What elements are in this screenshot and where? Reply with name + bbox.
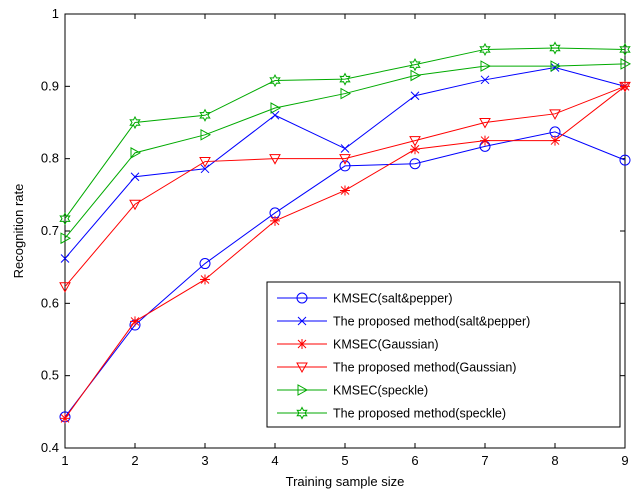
x-tick-label: 1	[61, 453, 68, 468]
y-tick-label: 0.7	[41, 223, 59, 238]
legend-label: The proposed method(salt&pepper)	[333, 315, 530, 329]
legend-entry: The proposed method(Gaussian)	[277, 361, 516, 375]
data-point	[130, 316, 140, 327]
legend-entry: KMSEC(salt&pepper)	[277, 292, 453, 306]
series-3	[60, 81, 630, 424]
data-point	[480, 75, 490, 85]
series-6	[59, 41, 631, 226]
data-point	[340, 144, 350, 153]
y-tick-label: 0.8	[41, 151, 59, 166]
data-point	[479, 118, 491, 129]
data-point	[60, 232, 72, 245]
legend-entry: KMSEC(speckle)	[277, 384, 428, 398]
data-point	[409, 136, 421, 147]
data-point	[550, 135, 560, 146]
legend-label: KMSEC(Gaussian)	[333, 338, 439, 352]
data-point	[549, 109, 561, 120]
legend-marker	[296, 292, 308, 304]
data-point	[199, 258, 211, 270]
data-point	[339, 72, 351, 86]
data-point	[409, 158, 421, 170]
series-line	[64, 63, 626, 239]
data-point	[60, 254, 70, 263]
data-point	[130, 172, 140, 182]
legend-entry: The proposed method(salt&pepper)	[277, 315, 530, 329]
data-point	[409, 58, 421, 72]
legend-marker	[296, 362, 308, 374]
y-tick-label: 0.9	[41, 78, 59, 93]
series-line	[64, 85, 626, 288]
x-tick-label: 8	[551, 453, 558, 468]
legend-label: KMSEC(speckle)	[333, 384, 428, 398]
data-point	[340, 87, 352, 100]
data-point	[550, 60, 562, 72]
data-point	[269, 73, 281, 88]
legend-label: KMSEC(salt&pepper)	[333, 292, 453, 306]
x-tick-label: 9	[621, 453, 628, 468]
data-point	[200, 274, 210, 285]
data-point	[339, 160, 351, 172]
x-tick-label: 3	[201, 453, 208, 468]
y-tick-label: 1	[52, 6, 59, 21]
legend-marker	[297, 316, 307, 326]
y-tick-label: 0.6	[41, 295, 59, 310]
data-point	[60, 413, 70, 424]
data-point	[200, 164, 210, 174]
data-point	[199, 157, 211, 168]
data-point	[480, 60, 492, 72]
series-line	[64, 131, 626, 418]
data-point	[620, 58, 632, 70]
series-5	[60, 58, 632, 245]
data-point	[340, 185, 350, 196]
data-point	[129, 115, 141, 130]
data-point	[270, 215, 280, 226]
x-tick-label: 7	[481, 453, 488, 468]
data-point	[410, 91, 420, 101]
y-tick-label: 0.5	[41, 368, 59, 383]
data-point	[479, 42, 491, 57]
data-point	[619, 42, 631, 57]
data-point	[129, 199, 141, 211]
legend: KMSEC(salt&pepper) The proposed method(sa…	[266, 281, 621, 428]
y-tick-label: 0.4	[41, 440, 59, 455]
legend-box	[266, 281, 621, 428]
legend-marker	[296, 406, 308, 420]
data-point	[200, 128, 212, 141]
data-point	[269, 154, 281, 165]
legend-label: The proposed method(Gaussian)	[333, 361, 516, 375]
data-point	[199, 108, 211, 122]
series-1	[59, 126, 631, 423]
data-point	[619, 154, 631, 166]
legend-entry: The proposed method(speckle)	[277, 406, 506, 421]
legend-label: The proposed method(speckle)	[333, 407, 506, 421]
data-point	[410, 69, 422, 82]
x-tick-label: 6	[411, 453, 418, 468]
data-point	[619, 81, 631, 93]
series-4	[59, 81, 631, 293]
data-point	[339, 154, 351, 165]
x-tick-label: 5	[341, 453, 348, 468]
series-line	[64, 47, 626, 219]
y-axis-label: Recognition rate	[11, 184, 26, 279]
x-tick-label: 2	[131, 453, 138, 468]
data-point	[270, 102, 282, 114]
legend-marker	[297, 339, 307, 349]
x-tick-label: 4	[271, 453, 278, 468]
data-point	[59, 282, 71, 293]
x-axis-label: Training sample size	[286, 474, 405, 489]
legend-marker	[297, 384, 309, 396]
data-point	[549, 41, 561, 55]
legend-entry: KMSEC(Gaussian)	[277, 338, 439, 352]
data-point	[480, 135, 490, 146]
data-point	[130, 147, 142, 159]
data-point	[59, 212, 71, 226]
